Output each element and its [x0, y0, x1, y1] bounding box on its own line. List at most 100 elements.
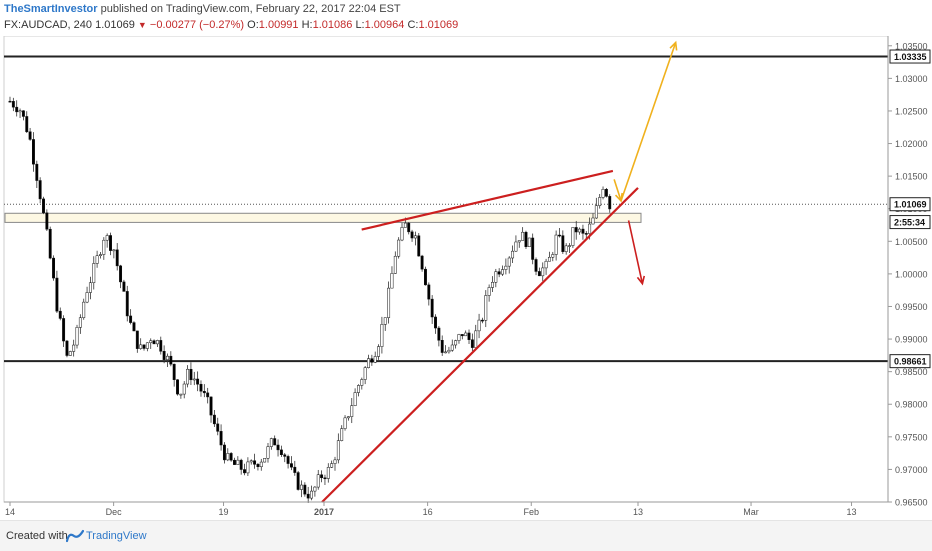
candle-body[interactable]: [216, 423, 220, 432]
candle-body[interactable]: [92, 263, 96, 284]
candle-body[interactable]: [561, 235, 565, 252]
candle-body[interactable]: [397, 239, 401, 257]
candle-body[interactable]: [142, 344, 146, 349]
candle-body[interactable]: [497, 271, 501, 275]
candle-body[interactable]: [534, 259, 538, 272]
candle-body[interactable]: [219, 431, 223, 446]
candle-body[interactable]: [139, 344, 143, 349]
candle-body[interactable]: [159, 340, 163, 352]
candle-body[interactable]: [125, 291, 129, 317]
candle-body[interactable]: [28, 131, 32, 140]
candle-body[interactable]: [253, 460, 257, 465]
candle-body[interactable]: [393, 255, 397, 274]
candle-body[interactable]: [236, 459, 240, 465]
candle-body[interactable]: [25, 116, 29, 133]
candle-body[interactable]: [367, 358, 370, 368]
candle-body[interactable]: [256, 464, 260, 468]
candle-body[interactable]: [601, 189, 605, 198]
time-axis[interactable]: 14Dec19201716Feb13Mar13Apr17: [5, 502, 932, 517]
candle-body[interactable]: [420, 255, 424, 270]
candle-body[interactable]: [229, 453, 233, 461]
candle-body[interactable]: [75, 327, 79, 346]
candle-body[interactable]: [72, 344, 76, 352]
candle-body[interactable]: [444, 351, 448, 354]
candle-body[interactable]: [186, 368, 190, 385]
candle-body[interactable]: [568, 245, 571, 247]
candle-body[interactable]: [333, 459, 337, 464]
candle-body[interactable]: [484, 295, 488, 321]
candle-body[interactable]: [434, 316, 437, 329]
candle-body[interactable]: [68, 351, 72, 356]
candle-body[interactable]: [363, 367, 367, 380]
candle-body[interactable]: [246, 461, 250, 474]
yellow-up-arrow[interactable]: [620, 42, 677, 202]
candle-body[interactable]: [293, 466, 297, 473]
candle-body[interactable]: [162, 351, 166, 360]
red-down-arrow[interactable]: [627, 220, 644, 284]
candle-body[interactable]: [132, 322, 136, 332]
candle-body[interactable]: [608, 196, 612, 210]
candle-body[interactable]: [313, 486, 317, 492]
candle-body[interactable]: [514, 241, 518, 252]
candle-body[interactable]: [604, 189, 608, 197]
candle-body[interactable]: [152, 340, 156, 345]
candle-body[interactable]: [387, 287, 391, 318]
candle-body[interactable]: [273, 438, 277, 446]
candle-body[interactable]: [544, 260, 548, 269]
candle-body[interactable]: [330, 463, 334, 468]
candle-body[interactable]: [239, 459, 243, 470]
candle-body[interactable]: [279, 449, 283, 456]
candle-body[interactable]: [454, 340, 458, 346]
candle-body[interactable]: [460, 334, 464, 337]
candle-body[interactable]: [326, 467, 330, 479]
candle-body[interactable]: [269, 438, 273, 447]
candle-body[interactable]: [377, 346, 381, 357]
candle-body[interactable]: [504, 265, 508, 270]
candle-body[interactable]: [78, 317, 82, 328]
candle-body[interactable]: [511, 250, 515, 259]
candle-body[interactable]: [115, 249, 119, 267]
candle-body[interactable]: [286, 456, 290, 464]
candle-body[interactable]: [571, 227, 575, 246]
tradingview-brand-link[interactable]: TradingView: [86, 530, 147, 542]
candle-body[interactable]: [303, 484, 307, 495]
candle-body[interactable]: [380, 324, 384, 347]
candle-body[interactable]: [554, 234, 558, 255]
candle-body[interactable]: [343, 417, 347, 429]
candle-body[interactable]: [196, 378, 200, 385]
candle-body[interactable]: [42, 198, 45, 214]
candle-body[interactable]: [581, 228, 585, 234]
candle-body[interactable]: [32, 139, 35, 165]
support-trendline[interactable]: [321, 187, 639, 503]
yellow-down-arrow[interactable]: [613, 179, 622, 202]
candle-body[interactable]: [507, 257, 511, 267]
candle-body[interactable]: [243, 469, 246, 474]
candle-body[interactable]: [360, 379, 364, 386]
candle-body[interactable]: [135, 330, 139, 349]
price-chart[interactable]: 1.03500 1.03000 1.02500 1.02000 1.01500 1.010…: [0, 36, 932, 520]
candle-body[interactable]: [491, 282, 494, 288]
candle-body[interactable]: [95, 255, 99, 264]
candle-body[interactable]: [202, 390, 206, 394]
candle-body[interactable]: [373, 356, 377, 363]
candle-body[interactable]: [249, 460, 253, 463]
candle-body[interactable]: [58, 310, 62, 319]
candle-body[interactable]: [474, 330, 478, 348]
candle-body[interactable]: [289, 463, 293, 468]
candle-body[interactable]: [551, 254, 555, 258]
candle-body[interactable]: [263, 458, 267, 463]
candle-body[interactable]: [437, 327, 441, 341]
candle-body[interactable]: [11, 101, 15, 108]
candle-body[interactable]: [457, 334, 461, 341]
candle-body[interactable]: [517, 240, 521, 243]
resistance-zone[interactable]: [4, 212, 642, 223]
candle-body[interactable]: [464, 332, 468, 337]
candle-body[interactable]: [346, 416, 350, 419]
tradingview-logo-icon[interactable]: [66, 529, 84, 543]
candle-body[interactable]: [199, 383, 203, 392]
candle-body[interactable]: [440, 340, 444, 353]
candle-body[interactable]: [8, 100, 12, 103]
candle-body[interactable]: [109, 235, 112, 251]
candle-body[interactable]: [564, 245, 568, 252]
candle-body[interactable]: [320, 474, 324, 479]
